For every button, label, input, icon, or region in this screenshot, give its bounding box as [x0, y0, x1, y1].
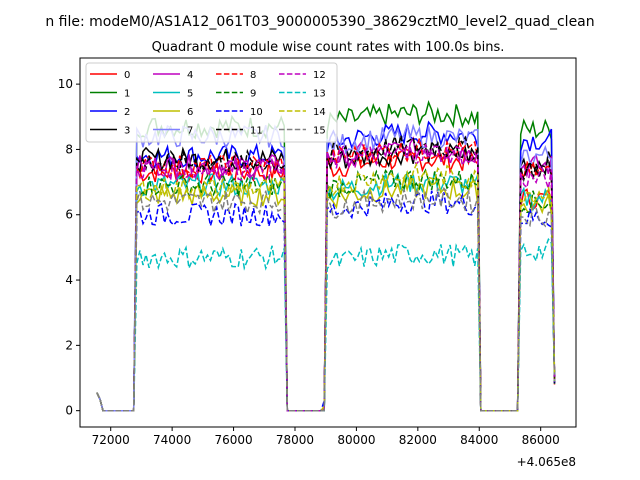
legend-label-10: 10 [250, 107, 263, 118]
x-tick-label: 80000 [337, 433, 375, 447]
legend-label-6: 6 [187, 107, 193, 118]
legend-label-12: 12 [313, 70, 326, 81]
x-tick-label: 76000 [214, 433, 252, 447]
figure-suptitle: n file: modeM0/AS1A12_061T03_9000005390_… [45, 14, 594, 30]
y-tick-label: 2 [65, 338, 73, 352]
y-axis: 0 2 4 6 8 10 [58, 77, 80, 418]
legend-label-7: 7 [187, 126, 193, 137]
chart-title: Quadrant 0 module wise count rates with … [152, 40, 505, 55]
legend-label-8: 8 [250, 70, 256, 81]
legend-label-11: 11 [250, 126, 263, 137]
legend-label-3: 3 [124, 126, 130, 137]
axes-frame [79, 57, 577, 428]
x-tick-label: 84000 [460, 433, 498, 447]
x-axis: 72000 74000 76000 78000 80000 82000 84000 86000 [92, 427, 560, 447]
legend-label-2: 2 [124, 107, 130, 118]
x-tick-label: 72000 [92, 433, 130, 447]
legend-label-13: 13 [313, 89, 326, 100]
y-tick-label: 4 [65, 273, 73, 287]
x-tick-label: 86000 [522, 433, 560, 447]
series-layer [96, 100, 556, 412]
legend-box [85, 62, 338, 143]
legend-label-1: 1 [124, 89, 130, 100]
legend-label-15: 15 [313, 126, 326, 137]
legend-label-0: 0 [124, 70, 130, 81]
y-tick-label: 10 [58, 77, 73, 91]
x-tick-label: 74000 [153, 433, 191, 447]
y-tick-label: 0 [65, 404, 73, 418]
y-tick-label: 6 [65, 208, 73, 222]
x-tick-label: 82000 [399, 433, 437, 447]
legend-label-4: 4 [187, 70, 193, 81]
series-line-15 [96, 187, 556, 412]
y-tick-label: 8 [65, 142, 73, 156]
legend-label-9: 9 [250, 89, 256, 100]
legend-label-14: 14 [313, 107, 326, 118]
x-tick-label: 78000 [276, 433, 314, 447]
x-axis-offset-label: +4.065e8 [517, 455, 576, 469]
legend-label-5: 5 [187, 89, 193, 100]
